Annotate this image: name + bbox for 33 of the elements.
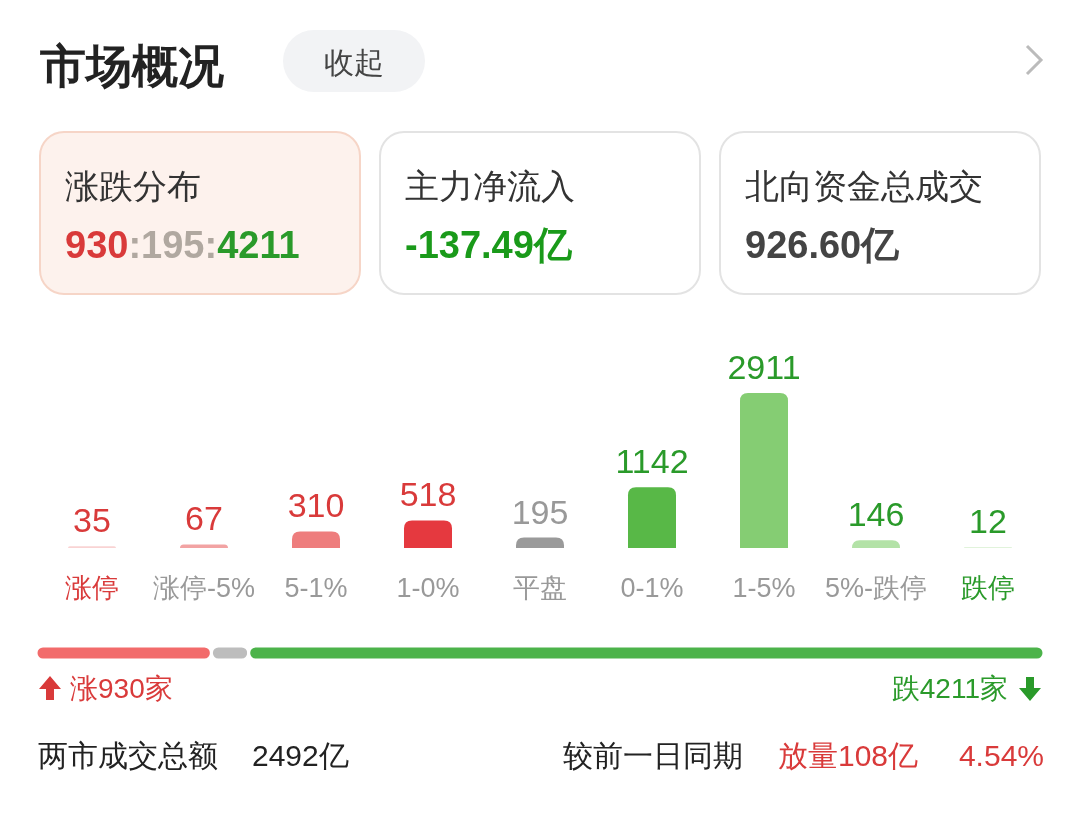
x-tick-label: 5%-跌停 <box>824 573 928 603</box>
text: 涨跌分布 <box>65 167 201 205</box>
text: 较前一日同期 <box>563 739 743 772</box>
text: 涨930家 <box>70 673 173 704</box>
text: 跌4211家 <box>891 673 1008 704</box>
x-tick-label: 跌停 <box>961 573 1015 603</box>
text: 2492亿 <box>252 739 349 772</box>
x-tick-label: 涨停 <box>65 573 119 603</box>
data-label: 1142 <box>615 442 689 481</box>
x-tick-label: 平盘 <box>513 573 567 603</box>
data-label: 146 <box>847 495 905 534</box>
x-tick-label: 涨停-5% <box>152 573 256 603</box>
data-label: 12 <box>969 502 1007 541</box>
text: 926.60亿 <box>745 224 901 266</box>
text: 两市成交总额 <box>38 739 218 772</box>
text: 4.54% <box>958 739 1044 772</box>
text: 北向资金总成交 <box>745 167 983 205</box>
text: 市场概况 <box>40 40 224 92</box>
data-label: 518 <box>399 475 457 514</box>
data-label: 35 <box>73 501 111 540</box>
data-label: 310 <box>287 486 345 525</box>
x-tick-label: 0-1% <box>620 573 684 603</box>
text: -137.49亿 <box>405 224 573 266</box>
text: 主力净流入 <box>405 167 575 205</box>
data-label: 2911 <box>727 348 801 386</box>
x-tick-label: 5-1% <box>284 573 348 603</box>
data-label: 195 <box>511 492 569 531</box>
data-label: 67 <box>185 499 223 538</box>
x-tick-label: 1-0% <box>396 573 460 603</box>
x-tick-label: 1-5% <box>732 573 796 603</box>
text: 930:195:4211 <box>65 224 300 266</box>
text: 放量108亿 <box>778 739 919 772</box>
text: 收起 <box>324 46 384 79</box>
